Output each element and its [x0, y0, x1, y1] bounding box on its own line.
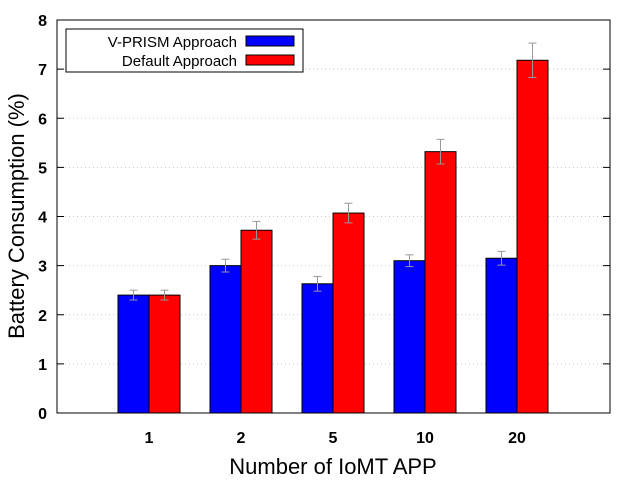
- bar-default: [424, 151, 457, 414]
- y-tick-label: 7: [38, 62, 47, 79]
- y-tick-label: 0: [38, 406, 47, 423]
- y-tick-label: 5: [38, 160, 47, 177]
- x-axis: 1 2 5 10 20: [145, 406, 526, 447]
- bar-default: [332, 212, 365, 414]
- y-axis-title: Battery Consumption (%): [4, 93, 29, 339]
- bar-vprism: [209, 265, 242, 414]
- x-axis-title: Number of IoMT APP: [229, 454, 436, 479]
- legend-swatch-default: [245, 54, 295, 66]
- y-tick-label: 4: [38, 210, 47, 227]
- x-tick-label: 20: [508, 430, 526, 447]
- bar-vprism: [301, 283, 334, 414]
- x-tick-label: 1: [145, 430, 154, 447]
- y-axis: 0 1 2 3 4 5 6 7 8: [38, 13, 610, 423]
- bar-vprism: [117, 294, 150, 414]
- x-tick-label: 2: [237, 430, 246, 447]
- bar-default: [516, 59, 549, 414]
- bar-vprism: [393, 260, 426, 414]
- legend: V-PRISM Approach Default Approach: [65, 28, 304, 73]
- legend-label-default: Default Approach: [122, 53, 237, 70]
- x-tick-label: 5: [329, 430, 338, 447]
- y-tick-label: 1: [38, 357, 47, 374]
- y-tick-label: 3: [38, 259, 47, 276]
- bar-default: [148, 294, 181, 414]
- legend-swatch-vprism: [245, 35, 295, 47]
- y-tick-label: 8: [38, 13, 47, 30]
- y-tick-label: 2: [38, 308, 47, 325]
- x-tick-label: 10: [416, 430, 434, 447]
- bar-vprism: [485, 257, 518, 414]
- error-bars: [129, 42, 537, 301]
- y-tick-label: 6: [38, 111, 47, 128]
- bar-default: [240, 229, 273, 414]
- legend-label-vprism: V-PRISM Approach: [108, 34, 237, 51]
- bars: [117, 59, 549, 414]
